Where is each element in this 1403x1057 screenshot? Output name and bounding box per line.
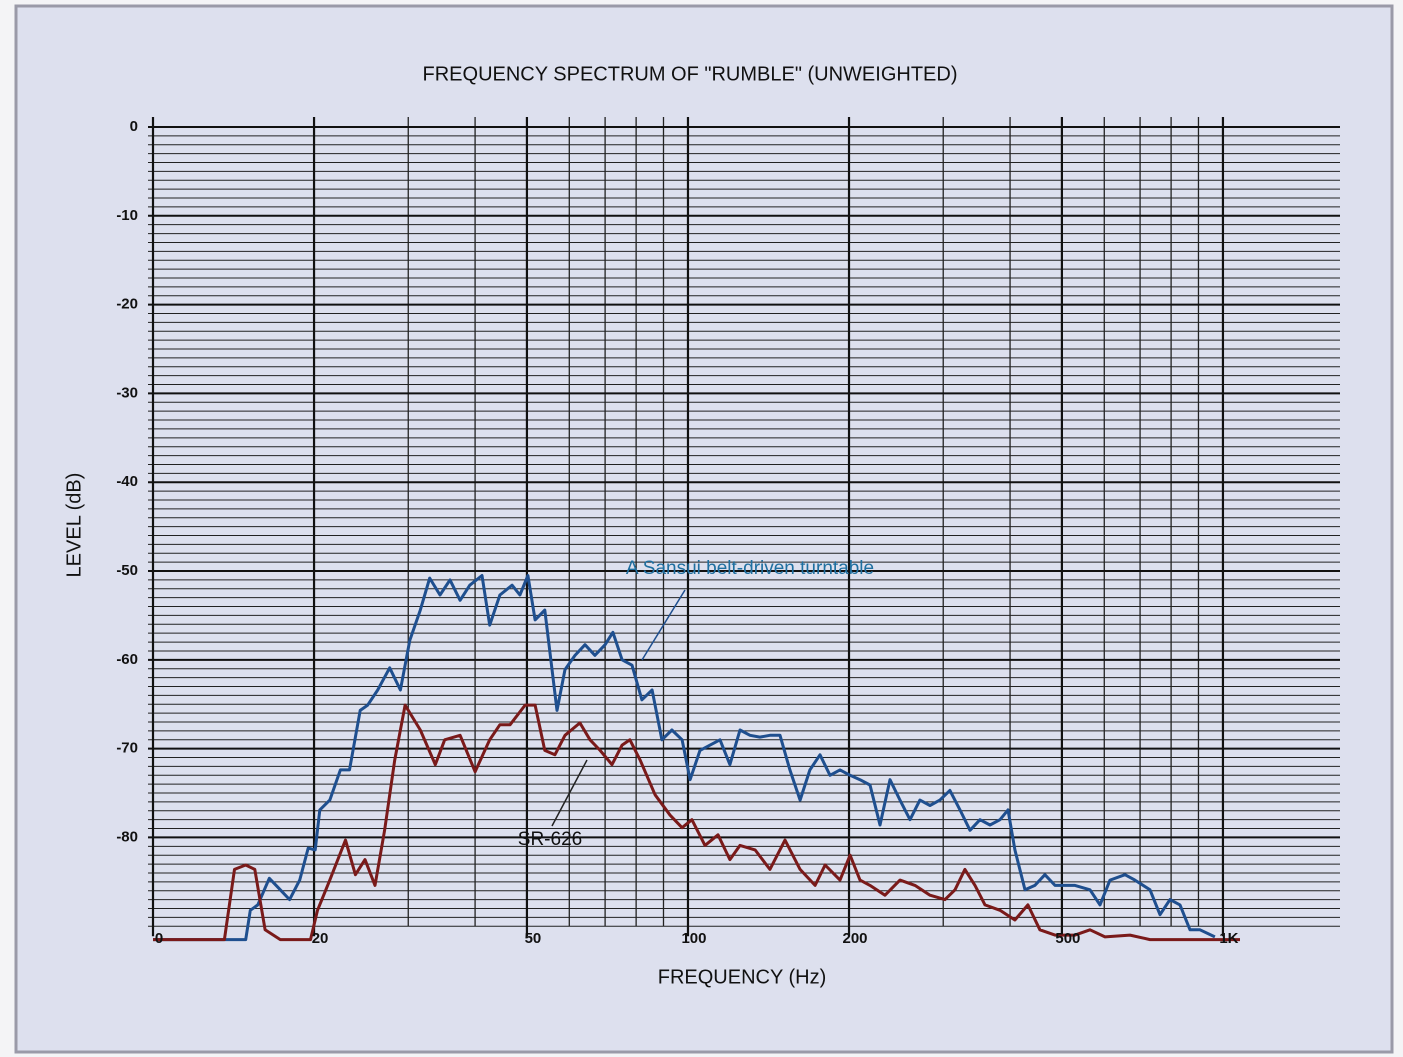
y-tick-label: -50 xyxy=(116,562,138,579)
x-tick-label: 1K xyxy=(1219,930,1238,947)
x-tick-label: 50 xyxy=(525,930,542,947)
chart-title: FREQUENCY SPECTRUM OF "RUMBLE" (UNWEIGHT… xyxy=(423,63,958,85)
x-tick-label: 500 xyxy=(1055,930,1080,947)
series-line xyxy=(153,574,1216,942)
y-tick-label: -80 xyxy=(116,828,138,845)
x-tick-label: 0 xyxy=(155,930,163,947)
y-tick-label: -40 xyxy=(116,473,138,490)
lines xyxy=(153,574,1240,942)
grid xyxy=(148,117,1340,937)
leader-line xyxy=(551,759,588,827)
x-tick-label: 200 xyxy=(843,930,868,947)
y-tick-label: 0 xyxy=(130,118,138,135)
y-tick-label: -30 xyxy=(116,384,138,401)
x-axis-label: FREQUENCY (Hz) xyxy=(658,966,827,988)
x-tick-label: 20 xyxy=(312,930,329,947)
y-axis-label: LEVEL (dB) xyxy=(63,473,85,578)
y-tick-label: -10 xyxy=(116,207,138,224)
series-label: SR-626 xyxy=(518,829,582,850)
y-tick-label: -60 xyxy=(116,651,138,668)
leader-line xyxy=(641,589,686,661)
x-tick-label: 100 xyxy=(681,930,706,947)
y-tick-label: -70 xyxy=(116,740,138,757)
series-line xyxy=(153,703,1240,942)
y-tick-label: -20 xyxy=(116,296,138,313)
series-label: A Sansui belt-driven turntable xyxy=(626,558,874,579)
